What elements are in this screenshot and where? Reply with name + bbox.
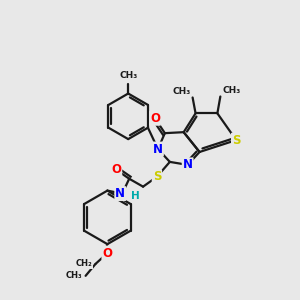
Text: S: S (232, 134, 240, 147)
Text: CH₃: CH₃ (222, 85, 241, 94)
Text: CH₃: CH₃ (119, 71, 137, 80)
Text: N: N (115, 187, 125, 200)
Text: H: H (131, 190, 140, 201)
Text: S: S (153, 170, 161, 183)
Text: O: O (150, 112, 160, 125)
Text: O: O (111, 163, 121, 176)
Text: CH₂: CH₂ (76, 260, 92, 268)
Text: O: O (102, 247, 112, 260)
Text: N: N (183, 158, 193, 171)
Text: CH₃: CH₃ (172, 86, 190, 95)
Text: CH₃: CH₃ (66, 271, 82, 280)
Text: N: N (153, 142, 163, 155)
